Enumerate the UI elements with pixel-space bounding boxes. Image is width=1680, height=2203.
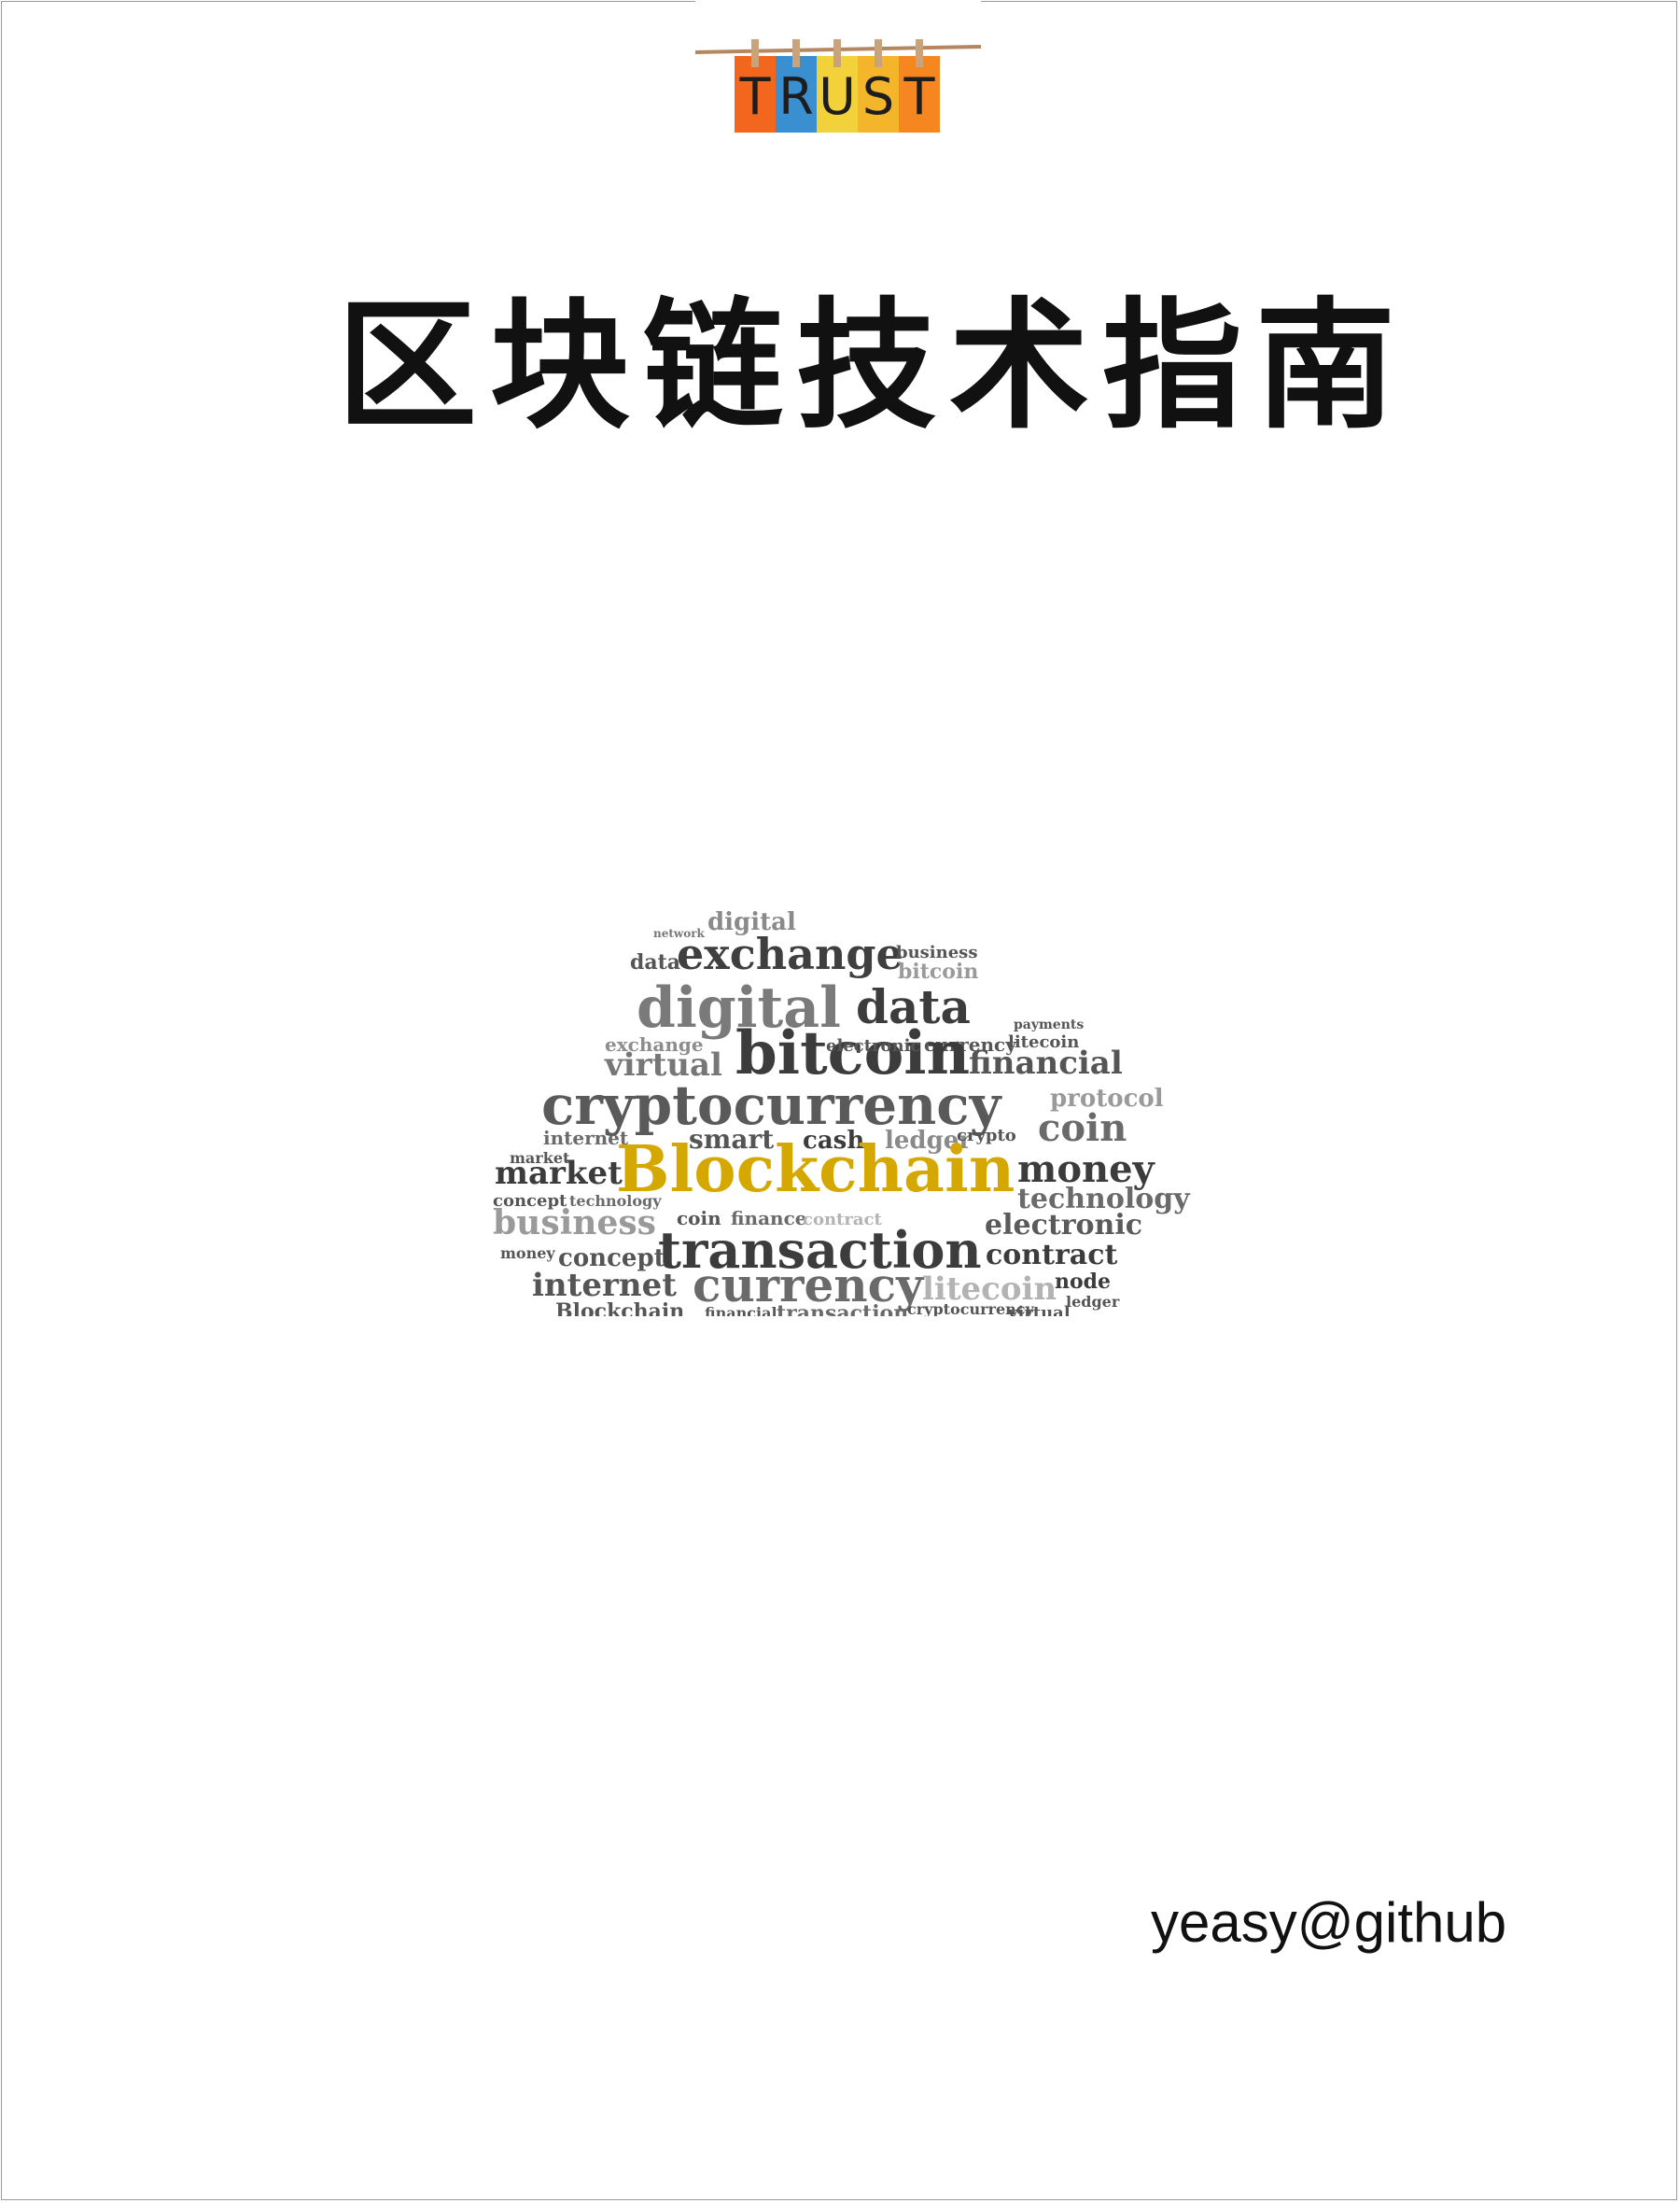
clothespin (916, 39, 923, 67)
cloud-word: technology (569, 1192, 662, 1210)
logo-letter-card: T (899, 39, 940, 133)
cloud-word: data (630, 950, 680, 975)
logo-letter: U (819, 67, 856, 126)
cloud-word: coin (677, 1207, 721, 1229)
cloud-word: market (495, 1155, 623, 1192)
logo-letter-card: S (858, 39, 899, 133)
cloud-word: Blockchain (555, 1299, 684, 1316)
cloud-word: data (856, 979, 971, 1034)
cloud-word: money (500, 1244, 555, 1262)
logo-letter: T (739, 67, 772, 126)
cloud-word: litecoin (922, 1270, 1057, 1308)
cloud-word: finance (731, 1207, 806, 1229)
cloud-word: coin (1038, 1106, 1127, 1150)
cloud-word: concept (493, 1191, 567, 1211)
cloud-word: currency (924, 1033, 1017, 1056)
top-notch (695, 0, 981, 4)
word-cloud-graphic: digital exchange business data bitcoin d… (493, 908, 1191, 1316)
logo-card-background (776, 56, 817, 133)
clothespin (751, 39, 759, 67)
cloud-word: contract (803, 1210, 882, 1229)
cloud-word: cryptocurrency (907, 1300, 1035, 1316)
cloud-word: internet (532, 1267, 677, 1304)
cloud-word: transaction (777, 1301, 908, 1316)
cloud-word: electronic (826, 1036, 920, 1056)
cloud-word: crypto (957, 1126, 1016, 1145)
cloud-word: financial (969, 1045, 1123, 1082)
logo-card-background (735, 56, 776, 133)
cloud-word: smart (689, 1124, 774, 1155)
cloud-word: litecoin (1008, 1032, 1079, 1052)
cloud-word: electronic (985, 1209, 1142, 1242)
logo-letter: T (903, 67, 936, 126)
logo-letter-card: U (817, 39, 858, 133)
cloud-word: technology (1017, 1183, 1191, 1215)
cloud-word: virtual (1007, 1303, 1071, 1316)
cloud-word: cryptocurrency (541, 1073, 1003, 1137)
logo-letter: S (862, 67, 894, 126)
logo-letter-card: R (776, 39, 817, 133)
clothespin (833, 39, 841, 67)
cloud-word: money (1017, 1147, 1156, 1191)
logo-card-background (899, 56, 940, 133)
page-title: 区块链技术指南 (336, 286, 1408, 448)
cloud-word: contract (986, 1239, 1117, 1271)
cloud-word: exchange (677, 929, 903, 979)
cloud-word: digital (637, 975, 841, 1041)
cloud-word: currency (693, 1257, 925, 1312)
cloud-word: concept (558, 1244, 665, 1272)
clothespin (875, 39, 882, 67)
cloud-word: business (896, 943, 977, 962)
cloud-word: bitcoin (898, 960, 978, 984)
cloud-word: transaction (658, 1220, 982, 1280)
blockchain-word-cloud: digital exchange business data bitcoin d… (485, 896, 1195, 1316)
highlight-word: Blockchain (616, 1132, 1015, 1207)
cloud-word: digital (707, 908, 796, 936)
logo-card-background (817, 56, 858, 133)
cloud-word: financial (705, 1304, 777, 1316)
cloud-word: ledger (885, 1127, 972, 1155)
cloud-word: business (493, 1203, 656, 1242)
cloud-word: ledger (1066, 1293, 1120, 1311)
cloud-word: payments (1014, 1017, 1084, 1032)
clothespin (792, 39, 800, 67)
cloud-word: bitcoin (735, 1018, 970, 1088)
cloud-word: exchange (605, 1033, 704, 1056)
author-credit: yeasy@github (1151, 1891, 1507, 1954)
cloud-word: cash (803, 1127, 864, 1155)
cloud-word: virtual (604, 1046, 722, 1084)
cloud-word: internet (543, 1127, 629, 1149)
logo-letter: R (778, 67, 814, 126)
logo-card-background (858, 56, 899, 133)
cloud-word: protocol (1050, 1085, 1164, 1113)
logo-letter-card: T (735, 39, 776, 133)
cloud-word: market (510, 1149, 570, 1167)
cloud-word: network (653, 927, 706, 940)
cloud-word: node (1055, 1270, 1111, 1294)
